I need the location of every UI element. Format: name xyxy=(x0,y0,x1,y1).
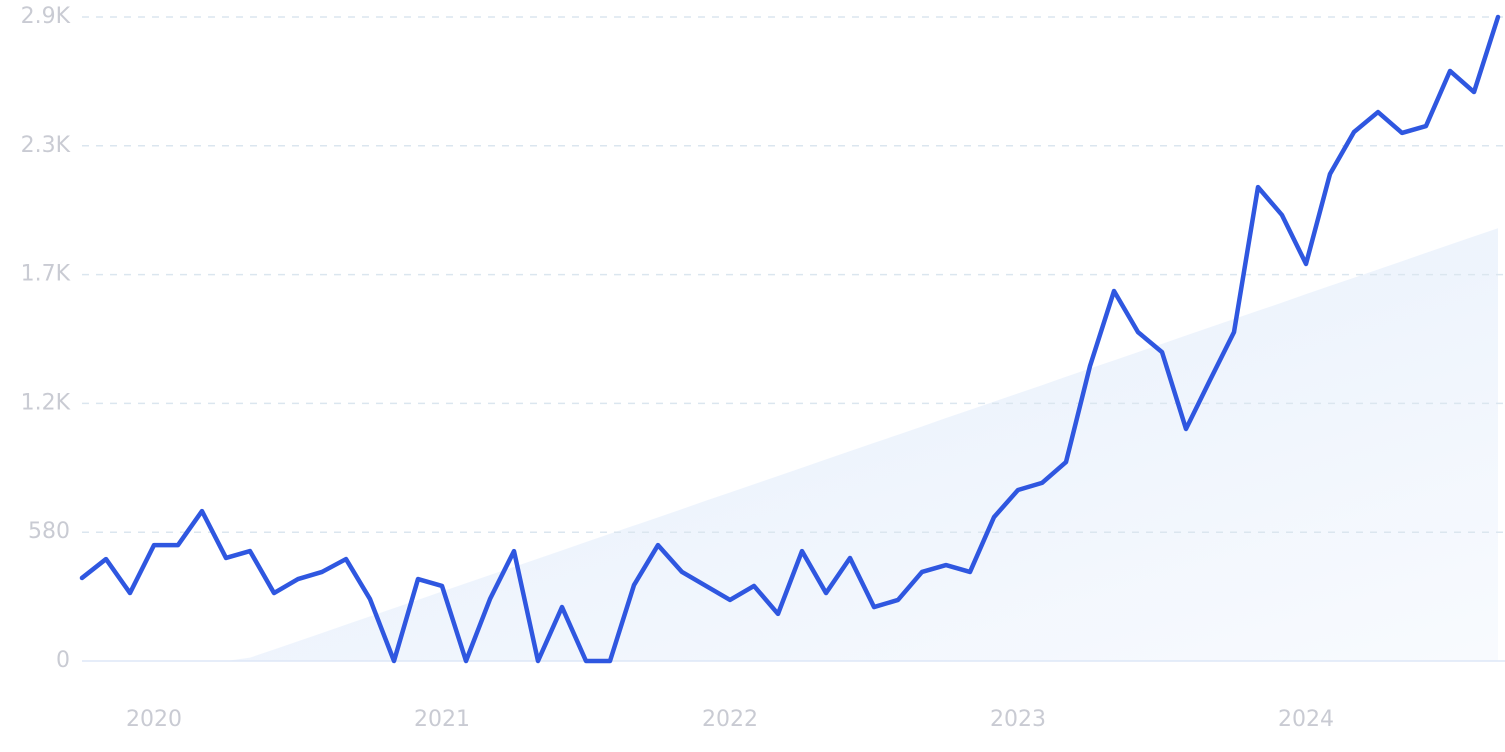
y-tick-label: 1.7K xyxy=(21,262,71,287)
x-tick-label: 2023 xyxy=(990,707,1046,732)
y-tick-label: 2.3K xyxy=(21,133,71,158)
x-tick-label: 2020 xyxy=(126,707,182,732)
x-tick-label: 2024 xyxy=(1278,707,1334,732)
x-tick-label: 2022 xyxy=(702,707,758,732)
data-line xyxy=(79,14,1501,664)
x-tick-label: 2021 xyxy=(414,707,470,732)
y-tick-label: 1.2K xyxy=(21,390,71,415)
y-tick-label: 580 xyxy=(28,519,70,544)
trend-area xyxy=(82,228,1498,661)
y-tick-label: 0 xyxy=(56,648,70,673)
y-tick-label: 2.9K xyxy=(21,4,71,29)
